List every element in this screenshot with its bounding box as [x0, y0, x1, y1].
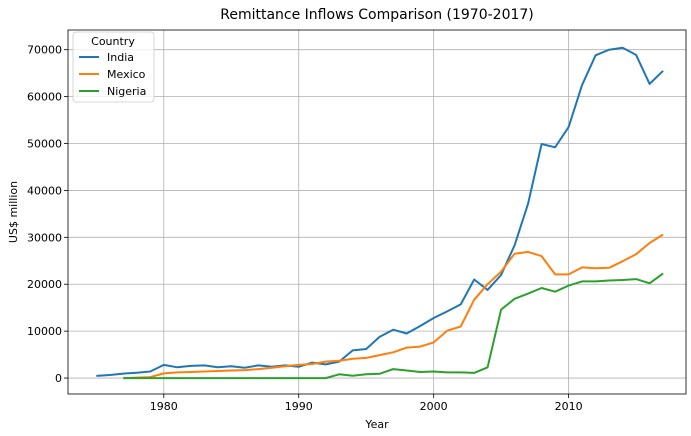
y-ticks: 0 10000 20000 30000 40000 50000 60000 70000 [27, 44, 68, 385]
legend: Country India Mexico Nigeria [72, 31, 155, 103]
y-tick-label: 10000 [27, 325, 62, 338]
y-tick-label: 60000 [27, 91, 62, 104]
y-tick-label: 30000 [27, 231, 62, 244]
legend-box [72, 31, 155, 103]
plot-frame [67, 29, 687, 395]
series-line-nigeria [123, 272, 664, 380]
x-ticks: 1980 1990 2000 2010 [150, 394, 583, 413]
chart-title: Remittance Inflows Comparison (1970-2017… [220, 7, 534, 23]
y-tick-label: 20000 [27, 278, 62, 291]
x-tick-label: 1980 [150, 400, 178, 413]
legend-title: Country [91, 35, 135, 48]
x-tick-label: 2000 [420, 400, 448, 413]
series-lines [96, 46, 664, 380]
grid [68, 30, 686, 394]
x-tick-label: 1990 [285, 400, 313, 413]
y-tick-label: 40000 [27, 184, 62, 197]
x-axis-label: Year [364, 418, 389, 431]
legend-label-india: India [107, 51, 134, 64]
legend-label-nigeria: Nigeria [107, 85, 146, 98]
y-tick-label: 70000 [27, 44, 62, 57]
y-axis-label: US$ million [7, 181, 20, 243]
legend-label-mexico: Mexico [107, 68, 146, 81]
y-tick-label: 50000 [27, 138, 62, 151]
series-line-mexico [123, 233, 664, 380]
x-tick-label: 2010 [555, 400, 583, 413]
y-tick-label: 0 [55, 372, 62, 385]
series-line-india [96, 46, 664, 377]
